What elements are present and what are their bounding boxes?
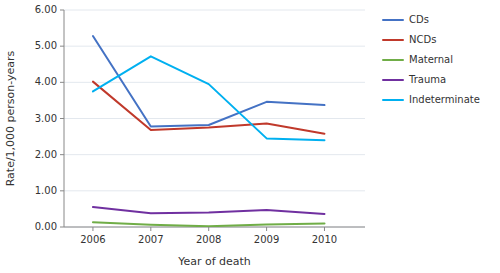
grid-line: [64, 46, 365, 47]
legend-swatch: [383, 79, 403, 81]
legend-label: Maternal: [409, 54, 453, 65]
x-tick: [150, 227, 151, 231]
x-tick: [92, 227, 93, 231]
grid-line: [64, 190, 365, 191]
legend-swatch: [383, 99, 403, 101]
axes: 0.00 1.00 2.00 3.00 4.00 5.00 6.00 2006 2007 2008…: [35, 4, 365, 245]
legend-swatch: [383, 19, 403, 21]
grid: [64, 10, 365, 227]
y-axis-label: Rate/1,000 person-years: [4, 50, 17, 186]
x-tick-label: 2010: [312, 234, 337, 245]
legend: CDs NCDs Maternal Trauma Indeterminate: [383, 14, 480, 105]
legend-label: Indeterminate: [409, 94, 480, 105]
y-tick-label: 6.00: [35, 4, 57, 15]
legend-swatch: [383, 59, 403, 61]
y-tick-label: 2.00: [35, 149, 57, 160]
y-tick: [60, 154, 64, 155]
y-tick: [60, 82, 64, 83]
x-tick: [266, 227, 267, 231]
series-line: [93, 56, 325, 140]
series-line: [93, 222, 325, 226]
series-line: [93, 82, 325, 134]
x-tick-label: 2009: [254, 234, 279, 245]
y-tick: [60, 10, 64, 11]
chart-svg: 0.00 1.00 2.00 3.00 4.00 5.00 6.00 2006 2007 2008…: [0, 0, 500, 273]
y-tick-label: 0.00: [35, 221, 57, 232]
chart-container: 0.00 1.00 2.00 3.00 4.00 5.00 6.00 2006 2007 2008…: [0, 0, 500, 273]
y-tick-label: 3.00: [35, 113, 57, 124]
x-tick: [208, 227, 209, 231]
series-line: [93, 36, 325, 126]
grid-line: [64, 10, 365, 11]
legend-label: Trauma: [408, 74, 446, 85]
y-tick-label: 4.00: [35, 76, 57, 87]
x-tick-label: 2008: [196, 234, 221, 245]
x-tick-label: 2007: [138, 234, 163, 245]
y-tick: [60, 190, 64, 191]
legend-label: NCDs: [409, 34, 436, 45]
grid-line: [64, 154, 365, 155]
y-tick-label: 1.00: [35, 185, 57, 196]
plot-area: [93, 36, 325, 226]
grid-line: [64, 118, 365, 119]
y-tick-label: 5.00: [35, 40, 57, 51]
x-tick-label: 2006: [80, 234, 105, 245]
legend-label: CDs: [409, 14, 429, 25]
y-tick: [60, 118, 64, 119]
y-tick: [60, 46, 64, 47]
legend-swatch: [383, 39, 403, 41]
x-axis-label: Year of death: [177, 255, 251, 268]
series-line: [93, 207, 325, 214]
y-tick: [60, 227, 64, 228]
x-tick: [324, 227, 325, 231]
